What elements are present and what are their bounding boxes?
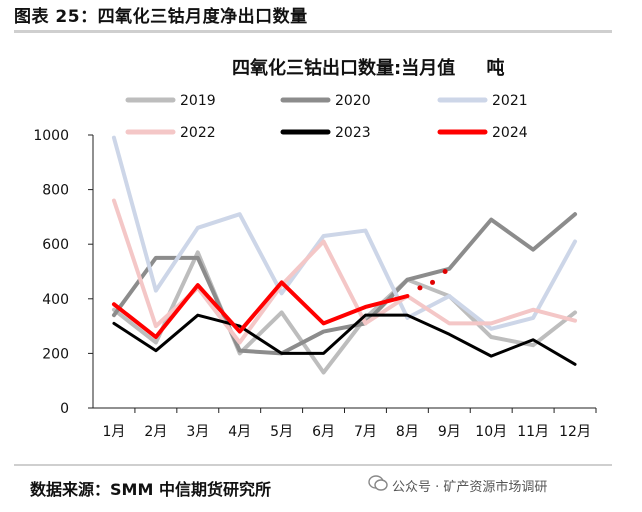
projection-dot [430, 279, 436, 285]
series-line-2020 [111, 212, 578, 356]
x-tick-label: 10月 [475, 424, 507, 440]
series-line-2023 [112, 313, 577, 366]
y-tick-label: 600 [42, 237, 69, 253]
projection-dot [442, 269, 448, 274]
series-line-2019 [111, 250, 578, 375]
x-tick-label: 11月 [517, 424, 549, 440]
bottom-rule [14, 464, 612, 466]
legend-label-2022: 2022 [180, 125, 216, 141]
chart-title: 四氧化三钴出口数量:当月值 吨 [232, 58, 505, 79]
y-tick-label: 200 [42, 346, 69, 362]
x-tick-label: 3月 [186, 424, 209, 440]
legend-label-2019: 2019 [180, 93, 216, 109]
x-tick-label: 2月 [144, 424, 167, 440]
x-tick-label: 7月 [354, 424, 377, 440]
figure-title: 图表 25：四氧化三钴月度净出口数量 [14, 7, 308, 27]
x-tick-label: 12月 [559, 424, 591, 440]
y-tick-label: 1000 [33, 128, 69, 144]
x-tick-label: 5月 [270, 424, 293, 440]
series-line-2021 [111, 135, 578, 331]
x-tick-label: 1月 [102, 424, 125, 440]
series-line-2024 [111, 280, 410, 340]
source-note: 数据来源：SMM 中信期货研究所 [30, 480, 271, 499]
top-rule [14, 30, 612, 33]
projection-dot [417, 285, 423, 291]
wechat-icon [368, 475, 388, 491]
watermark: 公众号 · 矿产资源市场调研 [392, 480, 548, 495]
x-tick-label: 9月 [438, 424, 461, 440]
y-tick-label: 400 [42, 292, 69, 308]
legend-label-2020: 2020 [335, 93, 371, 109]
line-chart: 0 200 400 600 800 1000 1月 2月 3月 4月 5月 6月 7月 8月 9月 10月 11… [33, 93, 597, 440]
unit-label: 吨 [486, 58, 505, 79]
x-tick-label: 8月 [396, 424, 419, 440]
y-tick-label: 0 [60, 401, 69, 417]
legend-label-2023: 2023 [335, 125, 371, 141]
x-tick-label: 6月 [312, 424, 335, 440]
legend-label-2024: 2024 [492, 125, 528, 141]
y-tick-label: 800 [42, 183, 69, 199]
x-tick-label: 4月 [228, 424, 251, 440]
series-line-2022 [111, 198, 578, 345]
legend-label-2021: 2021 [492, 93, 528, 109]
